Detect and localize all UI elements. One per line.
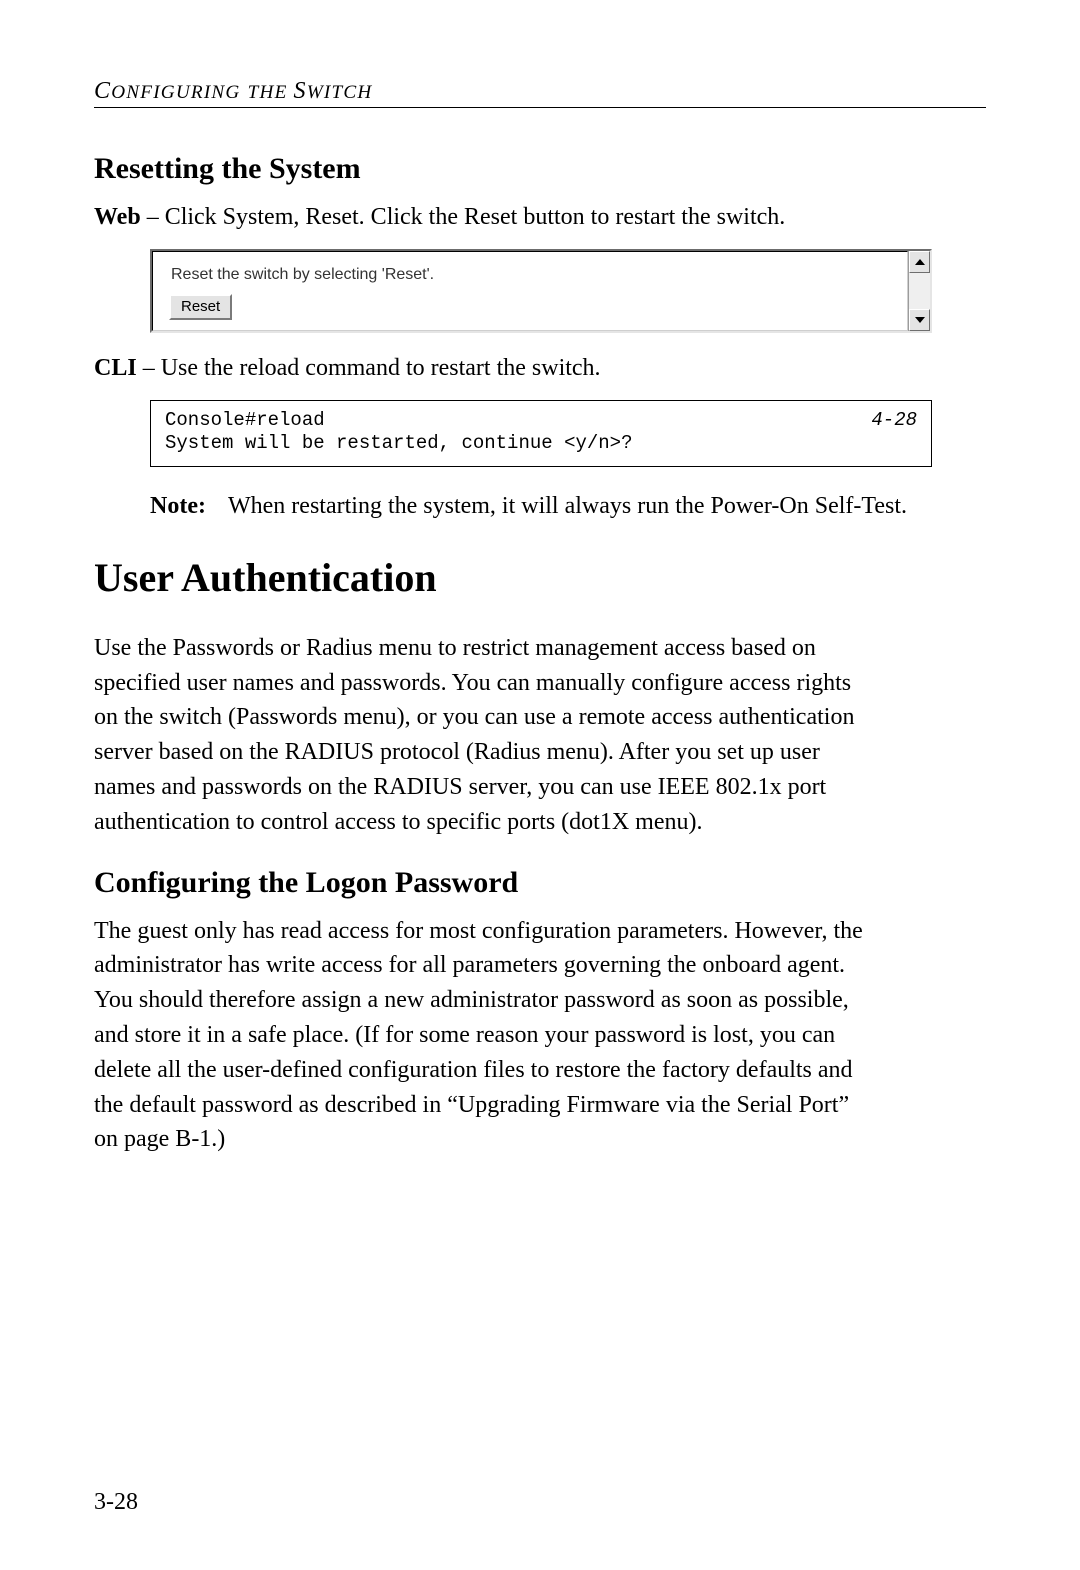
running-head: CONFIGURING THE SWITCH: [94, 78, 986, 105]
ui-window: Reset the switch by selecting 'Reset'. R…: [150, 249, 932, 333]
page-number: 3-28: [94, 1489, 138, 1516]
scroll-up-button[interactable]: [909, 251, 930, 273]
reset-button[interactable]: Reset: [169, 294, 232, 320]
web-label: Web: [94, 204, 141, 230]
ui-content-area: Reset the switch by selecting 'Reset'. R…: [152, 251, 908, 331]
note-body: When restarting the system, it will alwa…: [228, 489, 932, 524]
web-instruction: Web – Click System, Reset. Click the Res…: [94, 200, 986, 235]
cli-text: – Use the reload command to restart the …: [137, 355, 601, 381]
scrollbar[interactable]: [908, 251, 930, 331]
cli-instruction: CLI – Use the reload command to restart …: [94, 351, 986, 386]
web-text: – Click System, Reset. Click the Reset b…: [141, 204, 786, 230]
note-label: Note:: [150, 489, 228, 524]
section-title-user-auth: User Authentication: [94, 554, 986, 601]
header-rule: [94, 107, 986, 108]
user-auth-para: Use the Passwords or Radius menu to rest…: [94, 631, 876, 840]
note: Note: When restarting the system, it wil…: [150, 489, 932, 524]
ui-description: Reset the switch by selecting 'Reset'.: [171, 266, 891, 284]
scroll-track[interactable]: [909, 273, 930, 309]
cli-code-box: 4-28 Console#reload System will be resta…: [150, 400, 932, 468]
chevron-up-icon: [915, 259, 925, 265]
code-page-ref: 4-28: [871, 409, 917, 431]
code-line-2: System will be restarted, continue <y/n>…: [165, 432, 917, 456]
chevron-down-icon: [915, 317, 925, 323]
document-page: CONFIGURING THE SWITCH Resetting the Sys…: [0, 0, 1080, 1570]
logon-password-para: The guest only has read access for most …: [94, 914, 876, 1158]
scroll-down-button[interactable]: [909, 309, 930, 331]
cli-label: CLI: [94, 355, 137, 381]
section-title-resetting: Resetting the System: [94, 152, 986, 186]
code-line-1: Console#reload: [165, 409, 917, 433]
section-title-logon-password: Configuring the Logon Password: [94, 866, 986, 900]
ui-screenshot: Reset the switch by selecting 'Reset'. R…: [150, 249, 932, 333]
